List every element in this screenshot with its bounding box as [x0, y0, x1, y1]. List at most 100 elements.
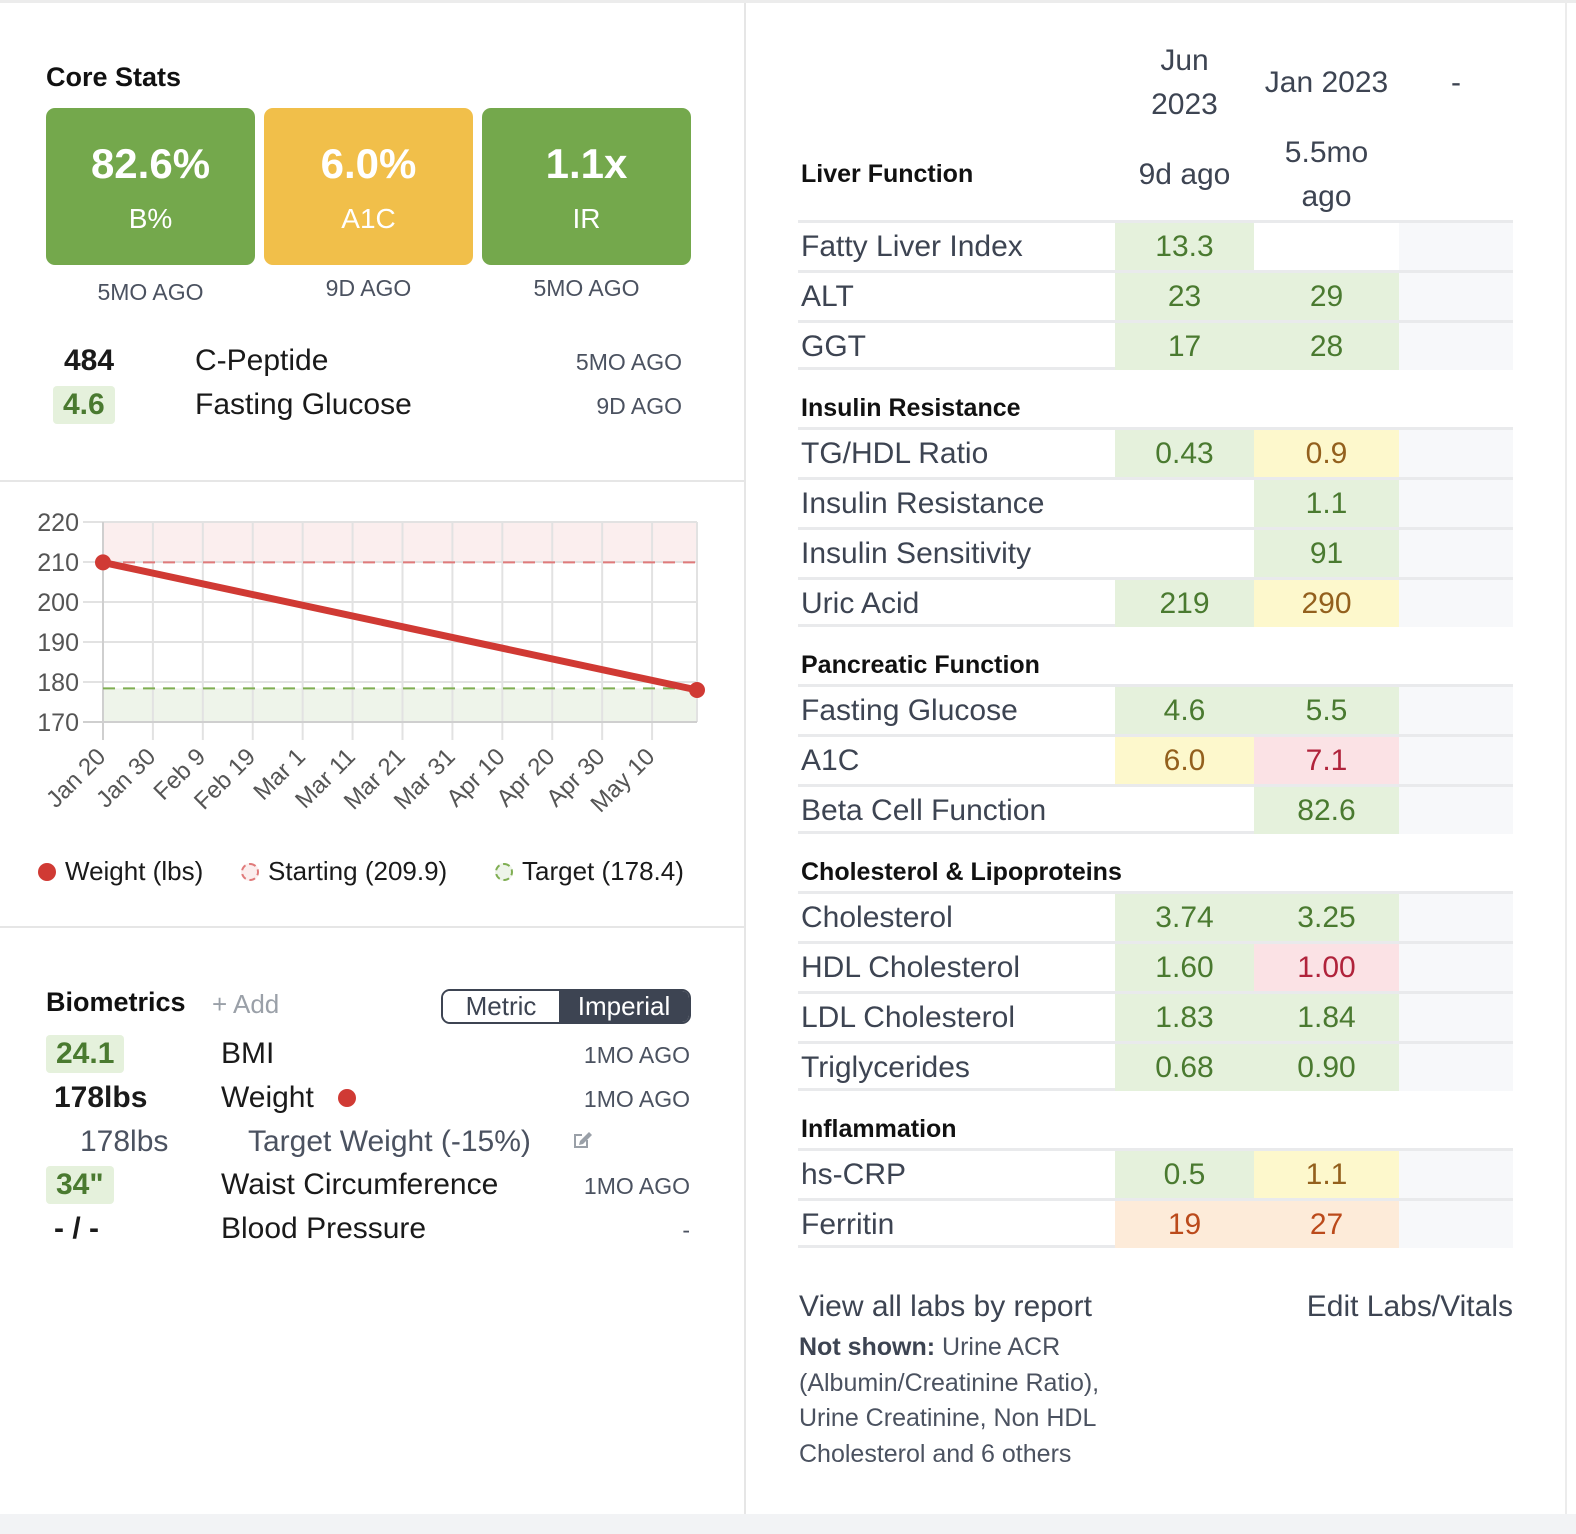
legend-label: Weight (lbs)	[65, 856, 204, 886]
lab-value-jun-2023: 219	[1115, 580, 1254, 627]
add-biometric-link[interactable]: + Add	[212, 989, 280, 1019]
legend-item-starting[interactable]: Starting (209.9)	[241, 856, 447, 887]
lab-name: Uric Acid	[801, 587, 920, 620]
edit-target-weight-icon[interactable]	[571, 1128, 593, 1150]
lab-name: Cholesterol	[801, 901, 953, 934]
lab-value-empty	[1399, 944, 1513, 991]
lab-name: Fatty Liver Index	[801, 230, 1023, 263]
biometric-label: Blood Pressure	[221, 1212, 427, 1245]
lab-group-title: Pancreatic Function	[801, 651, 1040, 679]
lab-row[interactable]: Fatty Liver Index 13.3	[798, 220, 1513, 270]
lab-value-jun-2023: 3.74	[1115, 894, 1254, 941]
biometric-row-blood-pressure: - / - Blood Pressure -	[0, 1210, 744, 1250]
lab-row[interactable]: GGT 17 28	[798, 320, 1513, 370]
lab-value-empty	[1399, 480, 1513, 527]
lab-row[interactable]: Insulin Sensitivity 91	[798, 527, 1513, 577]
biometric-label: BMI	[221, 1037, 275, 1070]
core-row-ago: 5MO AGO	[575, 349, 682, 375]
units-toggle: Metric Imperial	[441, 989, 691, 1024]
lab-value-jun-2023: 1.60	[1115, 944, 1254, 991]
stat-card-ir[interactable]: 1.1x IR	[482, 108, 691, 265]
units-option-metric[interactable]: Metric	[443, 991, 559, 1022]
lab-value-empty	[1399, 787, 1513, 834]
column-divider	[744, 3, 746, 1514]
biometric-label: Weight	[221, 1081, 314, 1114]
target-band	[103, 688, 697, 722]
core-row-label: Fasting Glucose	[195, 388, 412, 421]
lab-group-title: Insulin Resistance	[801, 394, 1021, 422]
y-tick-label: 170	[37, 709, 79, 737]
biometric-row-weight: 178lbs Weight 1MO AGO	[0, 1079, 744, 1119]
lab-name: ALT	[801, 280, 854, 313]
stat-card-a1c[interactable]: 6.0% A1C	[264, 108, 473, 265]
lab-group-title: Liver Function	[801, 160, 974, 188]
biometric-value: 24.1	[46, 1035, 125, 1073]
y-tick-label: 180	[37, 669, 79, 697]
lab-value-jan-2023: 27	[1254, 1201, 1399, 1248]
column-header-date-1[interactable]: Jun 2023	[1115, 39, 1254, 127]
lab-row[interactable]: Ferritin 19 27	[798, 1198, 1513, 1248]
lab-value-jan-2023: 1.84	[1254, 994, 1399, 1041]
top-border	[0, 0, 1576, 3]
stat-card-beta-cell[interactable]: 82.6% B%	[46, 108, 255, 265]
lab-value-jan-2023: 82.6	[1254, 787, 1399, 834]
lab-row[interactable]: Uric Acid 219 290	[798, 577, 1513, 627]
lab-value-empty	[1399, 1201, 1513, 1248]
stat-card-ago: 5MO AGO	[533, 275, 640, 301]
core-stats-title: Core Stats	[46, 62, 182, 92]
legend-item-weight[interactable]: Weight (lbs)	[38, 856, 203, 887]
lab-row[interactable]: HDL Cholesterol 1.60 1.00	[798, 941, 1513, 991]
biometric-value: - / -	[54, 1212, 99, 1245]
lab-group-title: Cholesterol & Lipoproteins	[801, 858, 1122, 886]
stat-card-value: 1.1x	[545, 140, 628, 187]
column-header-date-2[interactable]: Jan 2023	[1264, 66, 1389, 99]
stat-card-value: 82.6%	[90, 140, 211, 187]
column-header-date-3[interactable]: -	[1451, 66, 1461, 99]
lab-row[interactable]: Triglycerides 0.68 0.90	[798, 1041, 1513, 1091]
lab-name: Beta Cell Function	[801, 794, 1047, 827]
lab-row[interactable]: ALT 23 29	[798, 270, 1513, 320]
view-all-labs-link[interactable]: View all labs by report	[799, 1290, 1092, 1323]
biometric-ago: -	[682, 1217, 690, 1243]
lab-value-jun-2023: 19	[1115, 1201, 1254, 1248]
lab-row[interactable]: hs-CRP 0.5 1.1	[798, 1148, 1513, 1198]
lab-name: Insulin Sensitivity	[801, 537, 1032, 570]
lab-row[interactable]: Insulin Resistance 1.1	[798, 477, 1513, 527]
legend-item-target[interactable]: Target (178.4)	[495, 856, 684, 887]
weight-series-dot-icon	[338, 1089, 356, 1107]
y-tick-label: 210	[37, 549, 79, 577]
column-ago-2: 5.5mo ago	[1254, 131, 1399, 219]
lab-value-empty	[1399, 1151, 1513, 1198]
lab-value-jun-2023: 0.68	[1115, 1044, 1254, 1091]
lab-name: TG/HDL Ratio	[801, 437, 989, 470]
core-row-c-peptide: 484 C-Peptide 5MO AGO	[0, 342, 744, 382]
lab-name: Triglycerides	[801, 1051, 970, 1084]
lab-value-jan-2023: 5.5	[1254, 687, 1399, 734]
lab-value-jan-2023: 3.25	[1254, 894, 1399, 941]
legend-label: Target (178.4)	[522, 856, 684, 886]
stat-card-ago: 5MO AGO	[97, 279, 204, 305]
lab-value-jan-2023: 29	[1254, 273, 1399, 320]
lab-row[interactable]: A1C 6.0 7.1	[798, 734, 1513, 784]
lab-row[interactable]: TG/HDL Ratio 0.43 0.9	[798, 427, 1513, 477]
lab-value-jan-2023: 1.00	[1254, 944, 1399, 991]
lab-value-jun-2023	[1115, 480, 1254, 527]
legend-dashed-circle-icon	[241, 862, 259, 881]
lab-row[interactable]: Beta Cell Function 82.6	[798, 784, 1513, 834]
lab-row[interactable]: Cholesterol 3.74 3.25	[798, 891, 1513, 941]
lab-value-empty	[1399, 223, 1513, 270]
biometric-row-bmi: 24.1 BMI 1MO AGO	[0, 1035, 744, 1075]
core-row-value: 484	[64, 344, 115, 377]
edit-labs-vitals-link[interactable]: Edit Labs/Vitals	[1306, 1290, 1513, 1323]
lab-row[interactable]: Fasting Glucose 4.6 5.5	[798, 684, 1513, 734]
weight-line	[99, 558, 701, 694]
stat-card-label: B%	[128, 203, 173, 234]
lab-value-jan-2023: 28	[1254, 323, 1399, 370]
lab-row[interactable]: LDL Cholesterol 1.83 1.84	[798, 991, 1513, 1041]
biometric-ago: 1MO AGO	[583, 1173, 690, 1199]
lab-value-jun-2023: 13.3	[1115, 223, 1254, 270]
lab-name: A1C	[801, 744, 860, 777]
units-option-imperial[interactable]: Imperial	[559, 991, 689, 1022]
lab-value-empty	[1399, 273, 1513, 320]
